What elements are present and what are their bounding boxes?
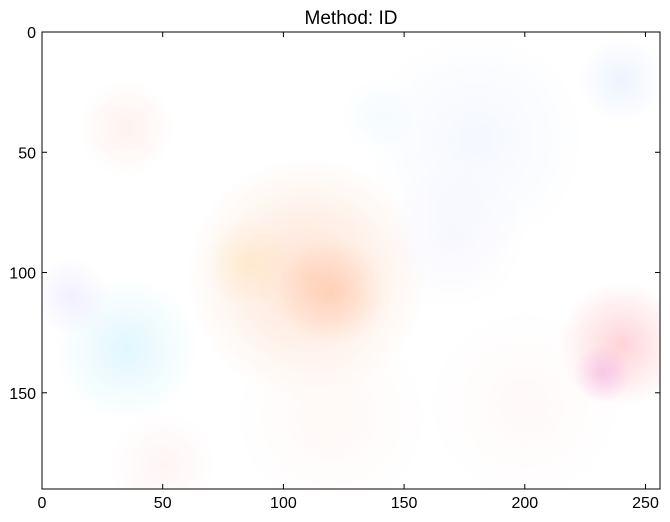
x-tick-label: 200 <box>511 495 538 512</box>
heatmap-region <box>109 411 216 489</box>
heatmap-region <box>577 36 660 124</box>
x-tick-label: 0 <box>38 495 47 512</box>
y-tick-label: 50 <box>18 145 36 162</box>
heatmap-image <box>42 32 660 489</box>
x-tick-label: 150 <box>391 495 418 512</box>
heatmap-region <box>428 308 622 489</box>
y-tick-label: 100 <box>9 266 36 283</box>
heatmap-region <box>235 320 429 489</box>
plot-frame <box>41 31 661 490</box>
chart-title: Method: ID <box>305 8 398 29</box>
y-tick-label: 150 <box>9 386 36 403</box>
y-tick-label: 0 <box>27 25 36 42</box>
heatmap-region <box>341 77 419 155</box>
x-tick-label: 50 <box>154 495 172 512</box>
heatmap-region <box>203 219 291 307</box>
heatmap-plot-area <box>41 31 661 490</box>
heatmap-region <box>78 79 175 177</box>
x-axis-tick-labels: 0 50 100 150 200 250 <box>38 495 659 512</box>
y-axis-tick-labels: 0 50 100 150 <box>9 25 36 403</box>
heatmap-region <box>42 257 110 336</box>
x-tick-label: 250 <box>632 495 659 512</box>
x-tick-label: 100 <box>270 495 297 512</box>
heatmap-region <box>278 238 385 345</box>
heatmap-region <box>379 164 525 309</box>
